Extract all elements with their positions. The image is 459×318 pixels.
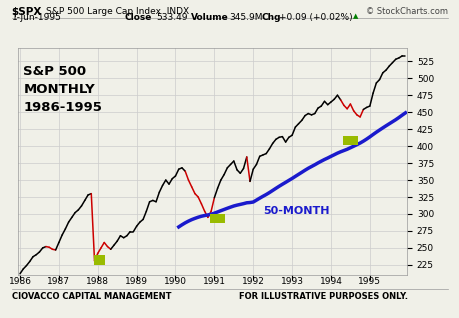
Text: ▲: ▲	[353, 13, 358, 19]
Text: FOR ILLUSTRATIVE PURPOSES ONLY.: FOR ILLUSTRATIVE PURPOSES ONLY.	[239, 292, 407, 301]
Text: 1-Jun-1995: 1-Jun-1995	[11, 13, 61, 22]
Text: 1987: 1987	[47, 277, 70, 286]
Text: 1988: 1988	[86, 277, 109, 286]
Text: 1991: 1991	[202, 277, 225, 286]
Bar	[210, 214, 224, 224]
Bar	[93, 255, 105, 265]
Text: 533.49: 533.49	[156, 13, 187, 22]
Text: 1986: 1986	[9, 277, 32, 286]
Text: Volume: Volume	[190, 13, 228, 22]
Text: 1992: 1992	[241, 277, 264, 286]
Text: 1993: 1993	[280, 277, 303, 286]
Text: Chg: Chg	[261, 13, 280, 22]
Text: 1995: 1995	[358, 277, 381, 286]
Text: 50-MONTH: 50-MONTH	[263, 206, 329, 216]
Text: $SPX: $SPX	[11, 7, 42, 17]
Text: +0.09 (+0.02%): +0.09 (+0.02%)	[278, 13, 352, 22]
Text: 345.9M: 345.9M	[229, 13, 262, 22]
Text: 1989: 1989	[125, 277, 148, 286]
Text: CIOVACCO CAPITAL MANAGEMENT: CIOVACCO CAPITAL MANAGEMENT	[11, 292, 171, 301]
Text: © StockCharts.com: © StockCharts.com	[366, 7, 448, 16]
Text: Close: Close	[124, 13, 151, 22]
Text: S&P 500 Large Cap Index  INDX: S&P 500 Large Cap Index INDX	[46, 7, 189, 16]
Bar	[342, 136, 357, 145]
Text: 1994: 1994	[319, 277, 341, 286]
Text: S&P 500
MONTHLY
1986-1995: S&P 500 MONTHLY 1986-1995	[23, 65, 102, 114]
Text: 1990: 1990	[164, 277, 187, 286]
